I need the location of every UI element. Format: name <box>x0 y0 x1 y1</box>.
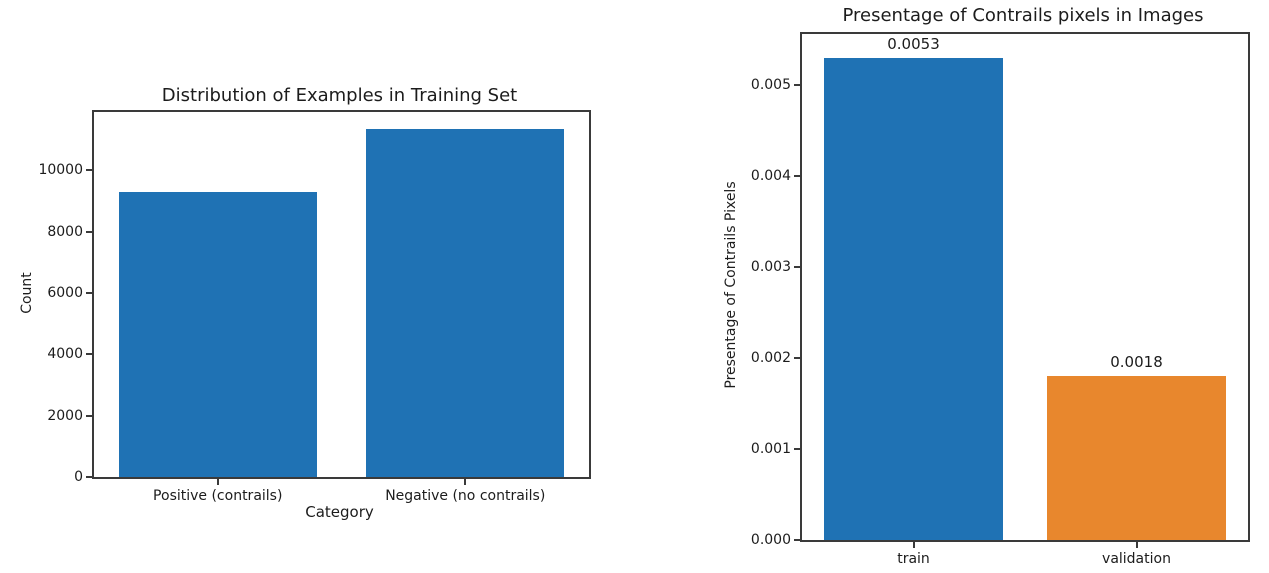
y-tick-label: 0.003 <box>750 258 791 275</box>
x-tick-mark <box>216 479 219 485</box>
y-tick-label: 8000 <box>47 223 83 240</box>
x-tick-mark <box>912 542 915 548</box>
y-tick-mark <box>794 83 800 86</box>
y-tick-label: 0.005 <box>750 76 791 93</box>
y-tick-mark <box>794 174 800 177</box>
x-tick-label: train <box>897 551 930 567</box>
chart-title: Distribution of Examples in Training Set <box>161 85 518 106</box>
x-tick-label: Positive (contrails) <box>153 488 283 504</box>
y-tick-label: 10000 <box>38 162 83 179</box>
chart-title: Presentage of Contrails pixels in Images <box>842 5 1204 26</box>
y-tick-mark <box>794 265 800 268</box>
plot-area: 0.000 0.001 0.002 0.003 0.004 0.005 train 0.005… <box>751 32 1250 566</box>
y-tick-mark <box>86 353 92 356</box>
y-tick-label: 6000 <box>47 284 83 301</box>
y-tick-mark <box>86 414 92 417</box>
bar-value-label: 0.0018 <box>1110 353 1163 372</box>
y-tick-label: 0.002 <box>750 350 791 366</box>
y-tick-label: 0 <box>74 469 83 485</box>
y-tick-mark <box>86 169 92 172</box>
x-axis-label: Category <box>305 503 374 521</box>
y-tick-mark <box>794 539 800 541</box>
x-tick-mark <box>1135 542 1138 548</box>
x-tick-label: Negative (no contrails) <box>385 488 546 504</box>
plot-area: 0 2000 4000 6000 8000 10000 Positive (contrail… <box>38 110 591 503</box>
y-tick-mark <box>86 291 92 294</box>
y-tick-label: 0.000 <box>750 532 791 548</box>
y-tick-mark <box>794 357 800 359</box>
y-tick-mark <box>86 476 92 478</box>
y-tick-label: 0.001 <box>750 441 791 457</box>
y-tick-mark <box>794 448 800 450</box>
x-tick-mark <box>464 479 467 485</box>
y-tick-label: 0.004 <box>750 167 791 184</box>
bar-train <box>824 57 1003 540</box>
y-tick-label: 2000 <box>47 407 83 424</box>
y-tick-label: 4000 <box>47 346 83 363</box>
y-axis-label: Presentage of Contrails Pixels <box>723 181 739 389</box>
x-tick-label: validation <box>1102 551 1171 567</box>
bar-value-label: 0.0053 <box>887 34 940 53</box>
bar-validation <box>1047 376 1226 540</box>
y-tick-mark <box>86 230 92 233</box>
bar-positive-contrails- <box>118 191 317 477</box>
bar-negative-no-contrails- <box>366 128 565 477</box>
